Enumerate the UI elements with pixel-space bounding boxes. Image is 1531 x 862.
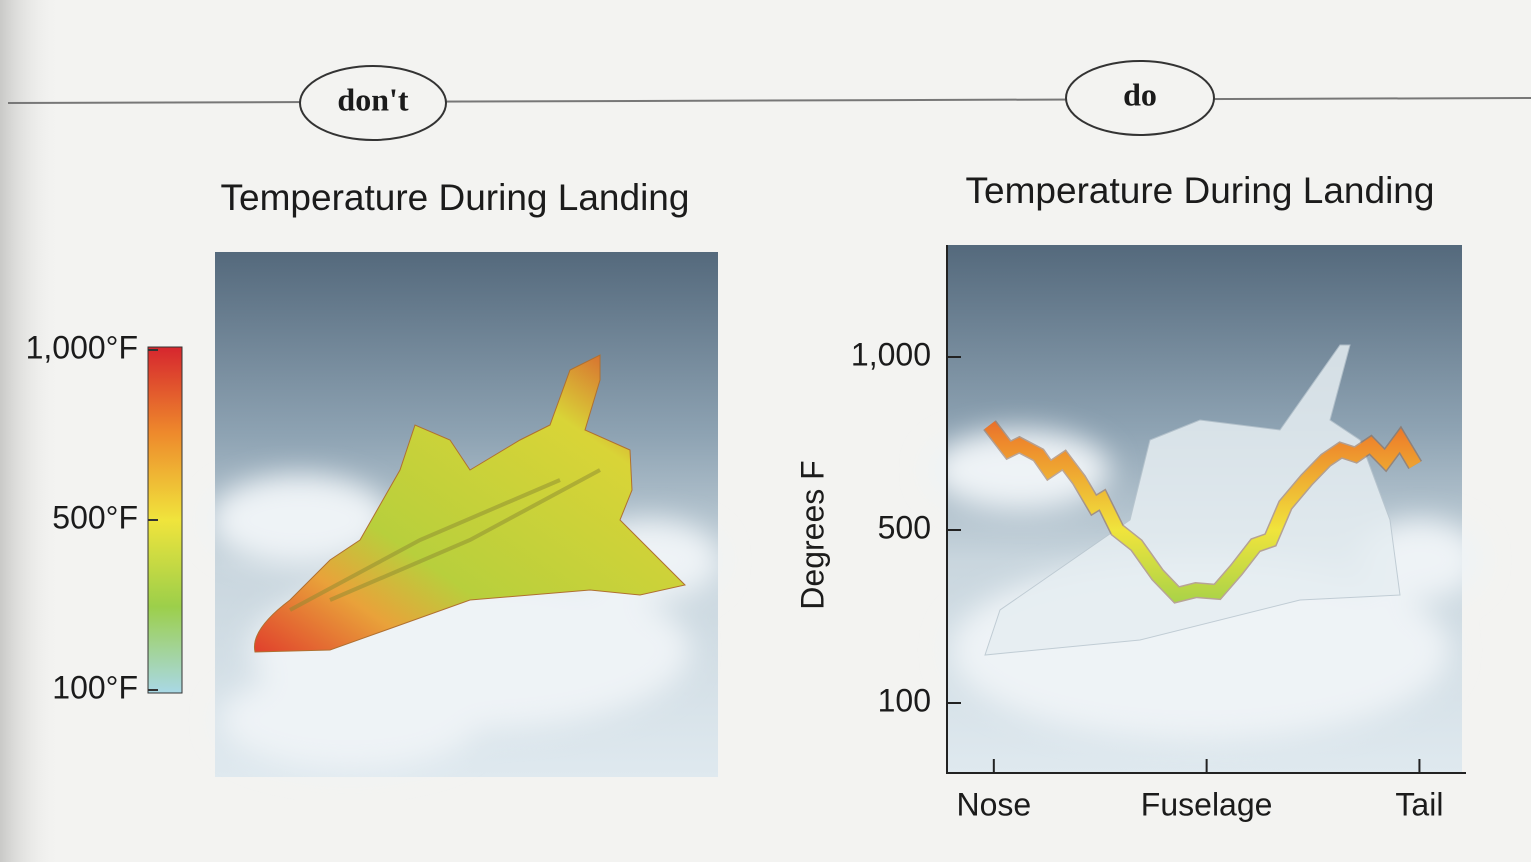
colorbar-tick-label: 500°F <box>52 499 138 535</box>
divider <box>7 97 1531 104</box>
colorbar: 100°F 500°F 1,000°F <box>26 329 183 705</box>
colorbar-tick-label: 1,000°F <box>26 329 138 365</box>
shuttle <box>253 354 686 653</box>
y-tick-label: 1,000 <box>851 336 931 372</box>
chart-title: Temperature During Landing <box>966 170 1435 211</box>
plot: 100 500 1,000 Nose Fuselage Tail <box>851 336 1444 822</box>
y-tick-label: 100 <box>878 682 931 718</box>
do-label: do <box>1123 76 1157 112</box>
shuttle-ghost <box>984 344 1401 656</box>
y-tick-label: 500 <box>878 509 931 545</box>
chart-title: Temperature During Landing <box>221 177 690 218</box>
do-oval <box>1065 60 1215 136</box>
line <box>984 421 1421 603</box>
shuttle-shading <box>289 468 601 612</box>
x-tick-label: Tail <box>1395 786 1443 822</box>
y-axis-label: Degrees F <box>794 460 830 609</box>
page-shade <box>0 0 60 862</box>
colorbar-tick-label: 100°F <box>52 669 138 705</box>
dont-oval <box>299 65 447 141</box>
x-tick-label: Fuselage <box>1141 786 1273 822</box>
dont-label: don't <box>337 81 408 117</box>
x-tick-label: Nose <box>956 786 1031 822</box>
